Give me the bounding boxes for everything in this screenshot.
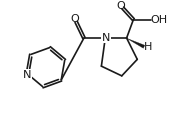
Text: N: N — [23, 70, 32, 80]
Text: N: N — [102, 33, 110, 43]
Text: H: H — [144, 42, 152, 52]
Text: OH: OH — [150, 15, 167, 25]
Text: O: O — [117, 1, 126, 11]
Polygon shape — [127, 38, 145, 48]
Text: O: O — [71, 14, 80, 24]
